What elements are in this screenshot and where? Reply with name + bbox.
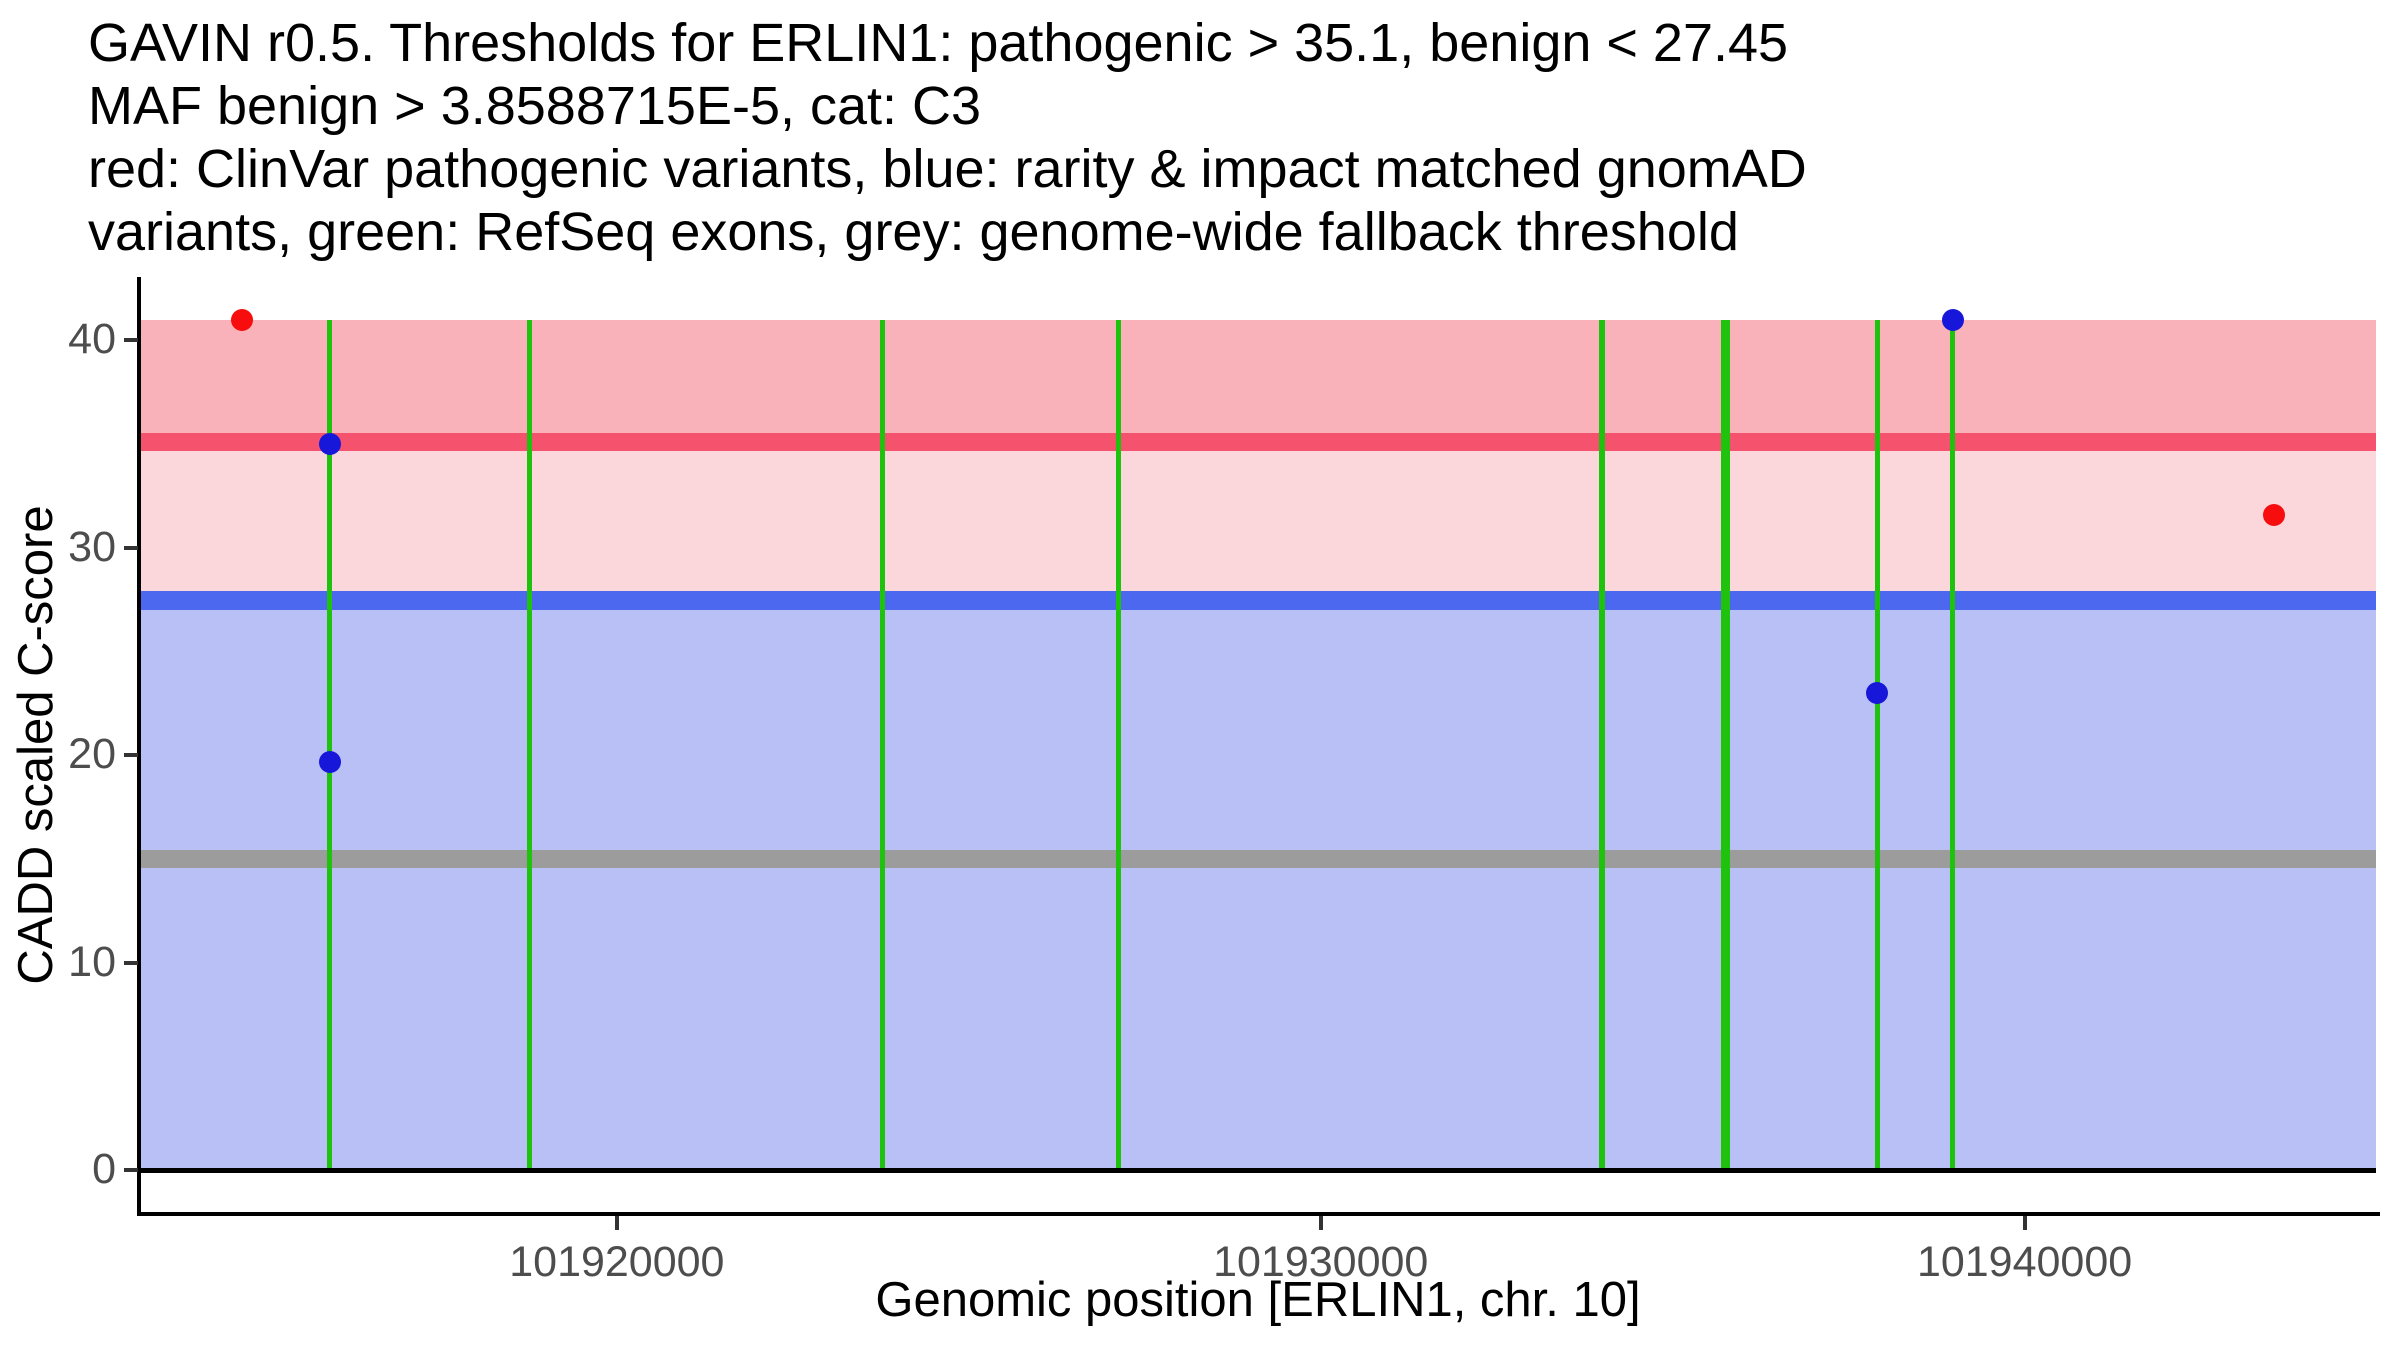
x-tick-mark	[1318, 1216, 1323, 1230]
y-tick-label: 30	[68, 522, 116, 571]
x-axis-line	[137, 1212, 2380, 1216]
clinvar-variant-point	[230, 308, 253, 331]
plot-panel	[140, 277, 2376, 1213]
pathogenic-threshold-band	[140, 432, 2376, 452]
x-tick-label: 101930000	[1213, 1238, 1429, 1286]
x-tick-label: 101920000	[509, 1238, 725, 1286]
region-pathogenic-zone	[140, 319, 2376, 442]
plot-title-line-1: GAVIN r0.5. Thresholds for ERLIN1: patho…	[88, 13, 1789, 73]
genome-wide-fallback-threshold-band	[140, 849, 2376, 869]
y-tick-label: 40	[68, 315, 116, 364]
gnomad-variant-point	[1941, 308, 1964, 331]
plot-title-line-4: variants, green: RefSeq exons, grey: gen…	[88, 202, 1739, 262]
y-tick-mark	[124, 1168, 138, 1173]
x-tick-mark	[2022, 1216, 2027, 1230]
y-tick-label: 0	[92, 1145, 116, 1194]
clinvar-variant-point	[2263, 503, 2286, 526]
y-tick-label: 10	[68, 937, 116, 986]
x-tick-label: 101940000	[1916, 1238, 2133, 1286]
y-tick-mark	[124, 545, 138, 550]
y-tick-mark	[124, 753, 138, 758]
plot-title: GAVIN r0.5. Thresholds for ERLIN1: patho…	[88, 12, 1807, 264]
exon-line	[327, 319, 333, 1171]
y-tick-label: 20	[68, 730, 116, 779]
x-tick-mark	[614, 1216, 619, 1230]
gnomad-variant-point	[318, 750, 341, 773]
plot-title-line-2: MAF benign > 3.8588715E-5, cat: C3	[88, 76, 982, 136]
exon-line	[1115, 319, 1121, 1171]
gnomad-variant-point	[1866, 682, 1889, 705]
benign-threshold-band	[140, 591, 2376, 611]
region-benign-zone	[140, 600, 2376, 1171]
y-tick-mark	[124, 338, 138, 343]
exon-line	[1874, 319, 1880, 1171]
zero-line	[140, 1168, 2376, 1174]
x-axis-label: Genomic position [ERLIN1, chr. 10]	[875, 1273, 1641, 1327]
y-axis-line	[137, 277, 141, 1216]
exon-line	[1599, 319, 1606, 1171]
y-tick-mark	[124, 960, 138, 965]
exon-line	[1720, 319, 1730, 1171]
exon-line	[880, 319, 886, 1171]
y-axis-label: CADD scaled C-score	[9, 505, 63, 985]
gnomad-variant-point	[318, 433, 341, 456]
exon-line	[1950, 319, 1956, 1171]
region-vus-zone	[140, 441, 2376, 601]
plot-title-line-3: red: ClinVar pathogenic variants, blue: …	[88, 139, 1807, 199]
exon-line	[527, 319, 533, 1171]
